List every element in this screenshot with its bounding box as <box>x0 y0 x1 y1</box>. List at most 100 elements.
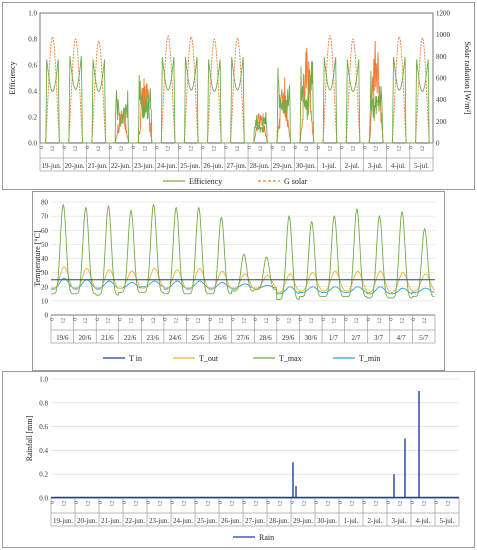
y2-tick-label: 200 <box>436 118 447 126</box>
category-label: 4-jul. <box>416 517 431 525</box>
hour-tick-label: 12 <box>374 146 380 152</box>
hour-tick-label: 0 <box>386 501 392 504</box>
g-solar-line <box>224 36 249 144</box>
y2-tick-label: 800 <box>436 53 447 61</box>
hour-tick-label: 12 <box>196 318 202 324</box>
hour-tick-label: 12 <box>397 501 403 507</box>
hour-tick-label: 0 <box>95 318 101 321</box>
y-tick-label: 0.0 <box>28 140 37 148</box>
category-label: 28-jun. <box>269 517 289 525</box>
category-label: 21-jun. <box>88 162 108 170</box>
t-out-line <box>50 266 435 293</box>
y2-tick-label: 600 <box>436 75 447 83</box>
efficiency-line <box>178 57 202 144</box>
category-label: 4/7 <box>397 334 406 342</box>
category-label: 2-jul. <box>345 162 360 170</box>
y-tick-label: 40 <box>41 255 49 263</box>
y-tick-label: 50 <box>41 241 49 249</box>
category-label: 27-jun. <box>245 517 265 525</box>
efficiency-line <box>224 57 249 144</box>
t-max-line <box>51 203 435 301</box>
hour-tick-label: 0 <box>108 146 114 149</box>
hour-tick-label: 12 <box>173 318 179 324</box>
category-label: 22-jun. <box>111 162 131 170</box>
category-label: 20/6 <box>79 334 92 342</box>
y-axis-title: Temperature [°C] <box>33 230 42 287</box>
efficiency-line <box>248 111 272 144</box>
efficiency-line <box>109 90 133 144</box>
hour-tick-label: 0 <box>276 318 282 321</box>
hour-tick-label: 0 <box>218 501 224 504</box>
category-label: 1-jul. <box>321 162 336 170</box>
category-label: 3/7 <box>374 334 383 342</box>
efficiency-line <box>363 70 387 144</box>
t-min-line <box>50 277 435 295</box>
hour-tick-label: 12 <box>61 318 67 324</box>
hour-tick-label: 12 <box>264 318 270 324</box>
hour-tick-label: 0 <box>343 318 349 321</box>
category-label: 5/7 <box>419 334 428 342</box>
efficiency-line <box>40 59 64 144</box>
hour-tick-label: 12 <box>377 318 383 324</box>
hour-tick-label: 12 <box>61 501 67 507</box>
y-tick-label: 0.0 <box>39 495 48 503</box>
hour-tick-label: 12 <box>50 146 56 152</box>
category-label: 25/6 <box>192 334 205 342</box>
hour-tick-label: 12 <box>189 146 195 152</box>
hour-tick-label: 12 <box>325 501 331 507</box>
hour-tick-label: 12 <box>181 501 187 507</box>
y-tick-label: 0.6 <box>28 62 37 70</box>
efficiency-line <box>317 57 341 144</box>
hour-tick-label: 12 <box>212 146 218 152</box>
hour-tick-label: 12 <box>445 501 451 507</box>
category-label: 19/6 <box>56 334 69 342</box>
hour-tick-label: 0 <box>366 318 372 321</box>
y-tick-label: 1.0 <box>28 10 37 18</box>
hour-tick-label: 0 <box>266 501 272 504</box>
efficiency-line <box>86 59 110 144</box>
hour-tick-label: 0 <box>270 146 276 149</box>
y-tick-label: 20 <box>41 283 49 291</box>
y-axis-title: Efficiency <box>8 61 17 94</box>
hour-tick-label: 0 <box>85 146 91 149</box>
hour-tick-label: 0 <box>163 318 169 321</box>
hour-tick-label: 12 <box>109 501 115 507</box>
y-tick-label: 10 <box>41 297 49 305</box>
category-label: 29-jun. <box>293 517 313 525</box>
hour-tick-label: 0 <box>410 501 416 504</box>
hour-tick-label: 0 <box>146 501 152 504</box>
y-tick-label: 0.8 <box>28 36 37 44</box>
category-label: 27-jun. <box>226 162 246 170</box>
category-label: 29-jun. <box>273 162 293 170</box>
hour-tick-label: 0 <box>122 501 128 504</box>
hour-tick-label: 12 <box>106 318 112 324</box>
category-label: 26/6 <box>214 334 227 342</box>
category-label: 5-jul. <box>414 162 429 170</box>
category-label: 1/7 <box>329 334 338 342</box>
category-label: 22-jun. <box>125 517 145 525</box>
hour-tick-label: 0 <box>411 318 417 321</box>
y-axis-title: Rainfall [mm] <box>25 415 34 461</box>
hour-tick-label: 12 <box>119 146 125 152</box>
hour-tick-label: 12 <box>83 318 89 324</box>
hour-tick-label: 12 <box>422 318 428 324</box>
hour-tick-label: 12 <box>96 146 102 152</box>
hour-tick-label: 0 <box>154 146 160 149</box>
hour-tick-label: 0 <box>339 146 345 149</box>
hour-tick-label: 0 <box>290 501 296 504</box>
hour-tick-label: 12 <box>128 318 134 324</box>
hour-tick-label: 0 <box>253 318 259 321</box>
efficiency-line <box>294 61 318 144</box>
hour-tick-label: 12 <box>349 501 355 507</box>
hour-tick-label: 12 <box>399 318 405 324</box>
y-tick-label: 0.8 <box>39 399 48 407</box>
hour-tick-label: 12 <box>253 501 259 507</box>
hour-tick-label: 12 <box>85 501 91 507</box>
hour-tick-label: 12 <box>397 146 403 152</box>
category-label: 5-jul. <box>440 517 455 525</box>
hour-tick-label: 0 <box>298 318 304 321</box>
hour-tick-label: 0 <box>72 318 78 321</box>
category-label: 20-jun. <box>65 162 85 170</box>
y-tick-label: 30 <box>41 269 49 277</box>
category-label: 24-jun. <box>157 162 177 170</box>
